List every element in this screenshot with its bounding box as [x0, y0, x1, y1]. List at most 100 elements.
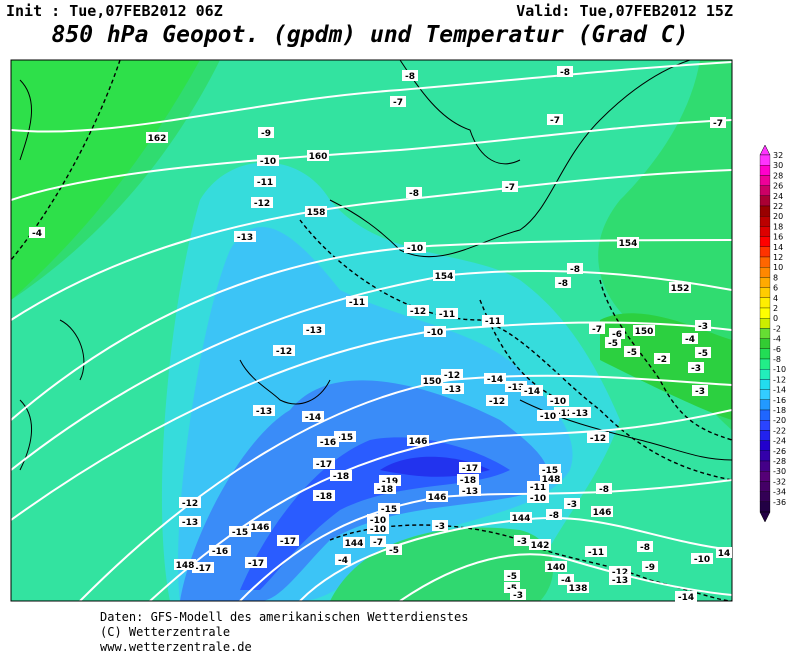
map-label: -12 — [590, 434, 606, 444]
label-box — [546, 509, 562, 520]
label-box — [669, 282, 691, 293]
map-label: -3 — [513, 591, 523, 601]
map-label: 152 — [671, 284, 690, 294]
footer-line: www.wetterzentrale.de — [100, 640, 252, 654]
valid-time: Valid: Tue,07FEB2012 15Z — [516, 2, 733, 20]
map-label: -3 — [691, 364, 701, 374]
label-box — [510, 512, 532, 523]
map-label: -11 — [485, 317, 501, 327]
colorbar-label: -4 — [773, 335, 781, 344]
title: 850 hPa Geopot. (gpdm) und Temperatur (G… — [52, 22, 689, 48]
colorbar-cell — [759, 399, 771, 411]
map-label: 158 — [307, 208, 326, 218]
colorbar-cell — [759, 195, 771, 207]
map-label: 146 — [409, 437, 428, 447]
label-box — [484, 373, 506, 384]
label-box — [229, 526, 251, 537]
map-frame — [10, 59, 733, 602]
label-box — [637, 541, 653, 552]
label-box — [539, 464, 561, 475]
label-box — [302, 411, 324, 422]
label-box — [174, 559, 196, 570]
label-box — [527, 492, 549, 503]
colorbar-cell — [759, 481, 771, 492]
map-label: -8 — [570, 265, 580, 275]
map-label: -5 — [698, 349, 708, 359]
map-label: -4 — [685, 335, 695, 345]
map-label: -13 — [237, 233, 253, 243]
map-label: -7 — [550, 116, 560, 126]
map-label: -15 — [381, 505, 397, 515]
label-box — [482, 315, 504, 326]
colorbar-label: 26 — [773, 182, 783, 191]
label-box — [407, 435, 429, 446]
map-label: -11 — [349, 298, 365, 308]
colorbar-cell — [759, 430, 771, 441]
map-label: -11 — [439, 310, 455, 320]
label-box — [330, 470, 352, 481]
colorbar-label: -6 — [773, 345, 781, 354]
map-label: -13 — [462, 487, 478, 497]
map-label: 160 — [309, 152, 328, 162]
map-label: -10 — [550, 397, 566, 407]
map-label: -10 — [370, 516, 386, 526]
map-label: -8 — [409, 189, 419, 199]
map-label: -3 — [698, 322, 708, 332]
label-box — [433, 270, 455, 281]
label-box — [591, 506, 613, 517]
map-label: -15 — [542, 466, 558, 476]
map-label: 154 — [619, 239, 638, 249]
label-box — [682, 333, 698, 344]
colorbar-cell — [759, 185, 771, 196]
label-box — [695, 347, 711, 358]
map-label: -6 — [612, 330, 622, 340]
colorbar-cell — [759, 307, 771, 319]
label-box — [587, 432, 609, 443]
map-label: -13 — [572, 409, 588, 419]
colorbar-label: 12 — [773, 253, 783, 262]
colorbar-label: 30 — [773, 161, 783, 170]
map-label: -4 — [561, 576, 571, 586]
colorbar-label: 28 — [773, 171, 783, 180]
colorbar-label: 10 — [773, 263, 783, 272]
colorbar-cell — [759, 348, 771, 360]
label-box — [192, 562, 214, 573]
map-label: -12 — [254, 199, 270, 209]
colorbar-label: -14 — [773, 386, 786, 395]
colorbar-label: 18 — [773, 222, 783, 231]
map-label: -10 — [540, 412, 556, 422]
colorbar-label: -28 — [773, 457, 786, 466]
map-label: -15 — [232, 528, 248, 538]
map-label: -19 — [382, 477, 398, 487]
label-box — [527, 481, 549, 492]
footer-line: Daten: GFS-Modell des amerikanischen Wet… — [100, 610, 468, 624]
map-label: 148 — [176, 561, 195, 571]
label-box — [554, 407, 576, 418]
label-box — [609, 574, 631, 585]
label-box — [547, 114, 563, 125]
map-label: -10 — [530, 494, 546, 504]
map-label: -17 — [462, 464, 478, 474]
label-box — [567, 582, 589, 593]
colorbar-label: -10 — [773, 365, 786, 374]
colorbar-cell — [759, 277, 771, 288]
map-label: -8 — [405, 72, 415, 82]
label-box — [585, 546, 607, 557]
map-label: -11 — [588, 548, 604, 558]
map-label: -17 — [248, 559, 264, 569]
label-box — [146, 132, 168, 143]
map-label: -12 — [410, 307, 426, 317]
map-label: -13 — [612, 576, 628, 586]
label-box — [343, 537, 365, 548]
label-box — [459, 462, 481, 473]
label-box — [386, 544, 402, 555]
map-label: -8 — [640, 543, 650, 553]
label-box — [370, 536, 386, 547]
label-box — [529, 539, 551, 550]
map-label: -8 — [560, 68, 570, 78]
map-label: -5 — [507, 572, 517, 582]
map-label: -16 — [320, 438, 336, 448]
map-label: -3 — [567, 500, 577, 510]
colorbar-cap — [759, 511, 771, 523]
label-box — [390, 96, 406, 107]
